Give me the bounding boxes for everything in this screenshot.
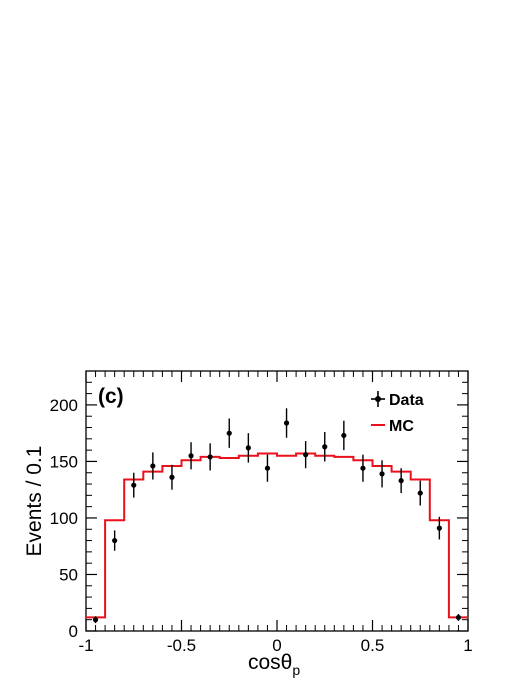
data-point xyxy=(264,454,271,482)
x-tick-label: -0.5 xyxy=(167,636,196,655)
data-points xyxy=(92,408,462,624)
legend: Data MC xyxy=(371,391,424,435)
data-point xyxy=(341,420,347,451)
legend-data-label: Data xyxy=(389,392,424,409)
plot-frame xyxy=(85,370,469,632)
data-marker xyxy=(379,471,385,477)
data-marker xyxy=(341,432,347,439)
x-axis-title-subscript: p xyxy=(292,662,300,678)
panel-label: (c) xyxy=(98,385,124,408)
data-point xyxy=(417,480,423,506)
data-marker xyxy=(245,445,251,451)
data-marker xyxy=(169,474,175,480)
data-marker xyxy=(436,525,442,531)
data-marker xyxy=(112,537,118,544)
y-tick-label: 100 xyxy=(50,509,78,528)
data-point xyxy=(303,441,309,469)
data-point xyxy=(131,472,137,498)
data-point xyxy=(112,530,118,551)
data-marker xyxy=(264,465,271,471)
y-tick-label: 150 xyxy=(50,452,78,471)
data-point xyxy=(398,468,404,494)
data-point xyxy=(150,452,156,480)
legend-data-marker xyxy=(375,396,381,402)
data-marker xyxy=(455,614,462,621)
data-point xyxy=(379,460,385,488)
y-axis-title: Events / 0.1 xyxy=(23,446,46,557)
x-tick-label: -1 xyxy=(78,636,93,655)
data-point xyxy=(360,454,366,482)
legend-mc-label: MC xyxy=(389,418,414,435)
data-point xyxy=(245,433,251,463)
data-point xyxy=(322,432,328,462)
data-marker xyxy=(360,465,366,471)
data-point xyxy=(436,516,442,540)
data-marker xyxy=(322,444,328,450)
y-tick-label: 200 xyxy=(50,396,78,415)
x-tick-label: 0 xyxy=(272,636,281,655)
x-axis-title: cosθp xyxy=(248,651,300,678)
data-marker xyxy=(303,452,309,458)
mc-histogram-line xyxy=(86,452,468,619)
data-point xyxy=(92,616,99,624)
data-marker xyxy=(207,454,213,460)
x-tick-label: 0.5 xyxy=(361,636,385,655)
mc-histogram xyxy=(86,452,468,619)
x-axis-title-main: cosθ xyxy=(248,651,292,674)
data-point xyxy=(169,464,175,490)
data-point xyxy=(207,443,213,471)
y-tick-label: 50 xyxy=(59,565,78,584)
data-marker xyxy=(398,478,404,484)
data-marker xyxy=(150,463,156,469)
data-marker xyxy=(131,482,137,488)
data-point xyxy=(455,614,462,621)
data-point xyxy=(283,408,290,438)
x-tick-label: 1 xyxy=(463,636,472,655)
data-point xyxy=(188,442,194,470)
data-marker xyxy=(226,430,232,436)
data-marker xyxy=(283,420,290,426)
y-tick-label: 0 xyxy=(69,622,78,641)
axis-ticks: -1 -0.5 0 0.5 1 0 50 100 150 200 xyxy=(50,371,473,655)
data-marker xyxy=(188,453,194,459)
data-point xyxy=(226,418,232,448)
data-marker xyxy=(92,617,99,623)
data-marker xyxy=(417,490,423,496)
